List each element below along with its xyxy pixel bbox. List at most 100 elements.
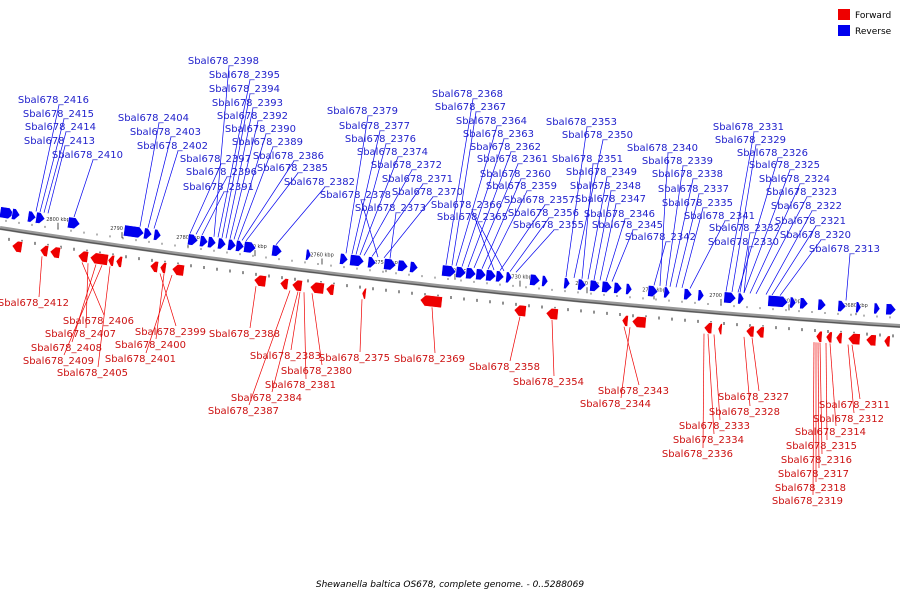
legend-swatch-reverse bbox=[838, 25, 850, 36]
leader-line bbox=[153, 150, 179, 229]
gene-label: Sbal678_2366 bbox=[431, 200, 502, 211]
forward-gene-arrow bbox=[847, 333, 861, 346]
gene-label: Sbal678_2361 bbox=[477, 154, 548, 165]
gene-label: Sbal678_2415 bbox=[23, 109, 94, 120]
gene-label: Sbal678_2397 bbox=[180, 154, 251, 165]
gene-label: Sbal678_2382 bbox=[284, 177, 355, 188]
tick-label: 2700 kbp bbox=[709, 293, 733, 299]
gene-label: Sbal678_2345 bbox=[592, 220, 663, 231]
gene-label: Sbal678_2331 bbox=[713, 122, 784, 133]
gene-label: Sbal678_2344 bbox=[580, 399, 651, 410]
gene-label: Sbal678_2332 bbox=[709, 223, 780, 234]
leader-line bbox=[779, 239, 822, 296]
forward-gene-arrow bbox=[703, 322, 713, 335]
gene-label: Sbal678_2384 bbox=[231, 393, 302, 404]
leader-line bbox=[451, 111, 477, 266]
gene-label: Sbal678_2318 bbox=[775, 483, 846, 494]
gene-label: Sbal678_2337 bbox=[658, 184, 729, 195]
gene-label: Sbal678_2357 bbox=[504, 195, 575, 206]
gene-label: Sbal678_2379 bbox=[327, 106, 398, 117]
gene-label: Sbal678_2387 bbox=[208, 406, 279, 417]
gene-label: Sbal678_2354 bbox=[513, 377, 584, 388]
gene-label: Sbal678_2341 bbox=[684, 211, 755, 222]
gene-label: Sbal678_2404 bbox=[118, 113, 189, 124]
reverse-gene-arrow bbox=[243, 240, 257, 254]
leader-line bbox=[139, 122, 160, 227]
leader-line bbox=[702, 333, 705, 449]
forward-gene-arrow bbox=[883, 335, 891, 348]
leader-line bbox=[471, 209, 495, 271]
reverse-gene-arrow bbox=[123, 224, 145, 239]
gene-label: Sbal678_2363 bbox=[463, 129, 534, 140]
reverse-gene-arrow bbox=[397, 259, 409, 272]
tick-label: 2790 kbp bbox=[110, 226, 134, 232]
gene-label: Sbal678_2359 bbox=[486, 181, 557, 192]
leader-line bbox=[599, 203, 617, 281]
gene-label: Sbal678_2389 bbox=[232, 137, 303, 148]
leader-line bbox=[221, 93, 251, 238]
leader-line bbox=[707, 333, 715, 435]
reverse-gene-arrow bbox=[647, 285, 659, 298]
reverse-gene-arrow bbox=[683, 288, 693, 300]
gene-label: Sbal678_2322 bbox=[771, 201, 842, 212]
gene-label: Sbal678_2383 bbox=[250, 351, 321, 362]
leader-line bbox=[743, 169, 791, 294]
gene-label: Sbal678_2393 bbox=[212, 98, 283, 109]
leader-line bbox=[359, 299, 363, 353]
label-leader-lines bbox=[35, 65, 861, 496]
leader-line bbox=[389, 212, 397, 259]
leader-line bbox=[509, 217, 550, 272]
gene-label: Sbal678_2407 bbox=[45, 329, 116, 340]
leader-line bbox=[445, 98, 474, 265]
reverse-gene-arrow bbox=[495, 270, 505, 283]
gene-label: Sbal678_2374 bbox=[357, 147, 428, 158]
reverse-gene-arrow bbox=[563, 277, 571, 289]
forward-gene-arrow bbox=[77, 250, 90, 263]
gene-label: Sbal678_2342 bbox=[625, 232, 696, 243]
reverse-gene-arrow bbox=[142, 227, 153, 240]
gene-label: Sbal678_2370 bbox=[392, 187, 463, 198]
reverse-gene-arrow bbox=[455, 266, 467, 279]
leader-line bbox=[229, 120, 259, 239]
gene-label: Sbal678_2338 bbox=[652, 169, 723, 180]
reverse-gene-arrow bbox=[305, 248, 312, 261]
leader-line bbox=[499, 204, 546, 271]
forward-gene-arrow bbox=[115, 256, 124, 268]
gene-label: Sbal678_2349 bbox=[566, 167, 637, 178]
backbone-line bbox=[0, 226, 900, 328]
reverse-gene-arrow bbox=[187, 233, 199, 246]
reverse-gene-arrow bbox=[26, 210, 37, 223]
gene-label: Sbal678_2395 bbox=[209, 70, 280, 81]
leader-line bbox=[147, 136, 172, 228]
legend-label-forward: Forward bbox=[855, 11, 891, 21]
reverse-gene-arrow bbox=[817, 298, 827, 311]
gene-label: Sbal678_2336 bbox=[662, 449, 733, 460]
leader-line bbox=[363, 169, 413, 256]
leader-line bbox=[765, 210, 813, 295]
reverse-gene-arrow bbox=[349, 254, 365, 267]
gene-label: Sbal678_2396 bbox=[186, 167, 257, 178]
gene-label: Sbal678_2369 bbox=[394, 354, 465, 365]
gene-label: Sbal678_2343 bbox=[598, 386, 669, 397]
reverse-gene-arrow bbox=[625, 283, 633, 295]
leader-line bbox=[551, 319, 555, 377]
gene-label: Sbal678_2385 bbox=[257, 163, 328, 174]
legend-label-reverse: Reverse bbox=[855, 27, 892, 37]
reverse-gene-arrow bbox=[837, 300, 847, 312]
leader-line bbox=[303, 292, 307, 380]
forward-gene-arrow bbox=[835, 332, 843, 344]
reverse-gene-arrow bbox=[873, 302, 881, 315]
gene-label: Sbal678_2340 bbox=[627, 143, 698, 154]
tick-label: 2730 kbp bbox=[508, 275, 532, 281]
reverse-gene-arrow bbox=[613, 281, 623, 294]
leader-line bbox=[47, 145, 66, 214]
leader-line bbox=[623, 326, 640, 386]
reverse-gene-arrow bbox=[271, 244, 283, 257]
leader-line bbox=[659, 152, 669, 286]
leader-line bbox=[249, 286, 257, 329]
leader-line bbox=[847, 344, 855, 414]
forward-gene-arrow bbox=[39, 245, 50, 258]
leader-line bbox=[71, 264, 97, 343]
leader-line bbox=[360, 199, 379, 258]
